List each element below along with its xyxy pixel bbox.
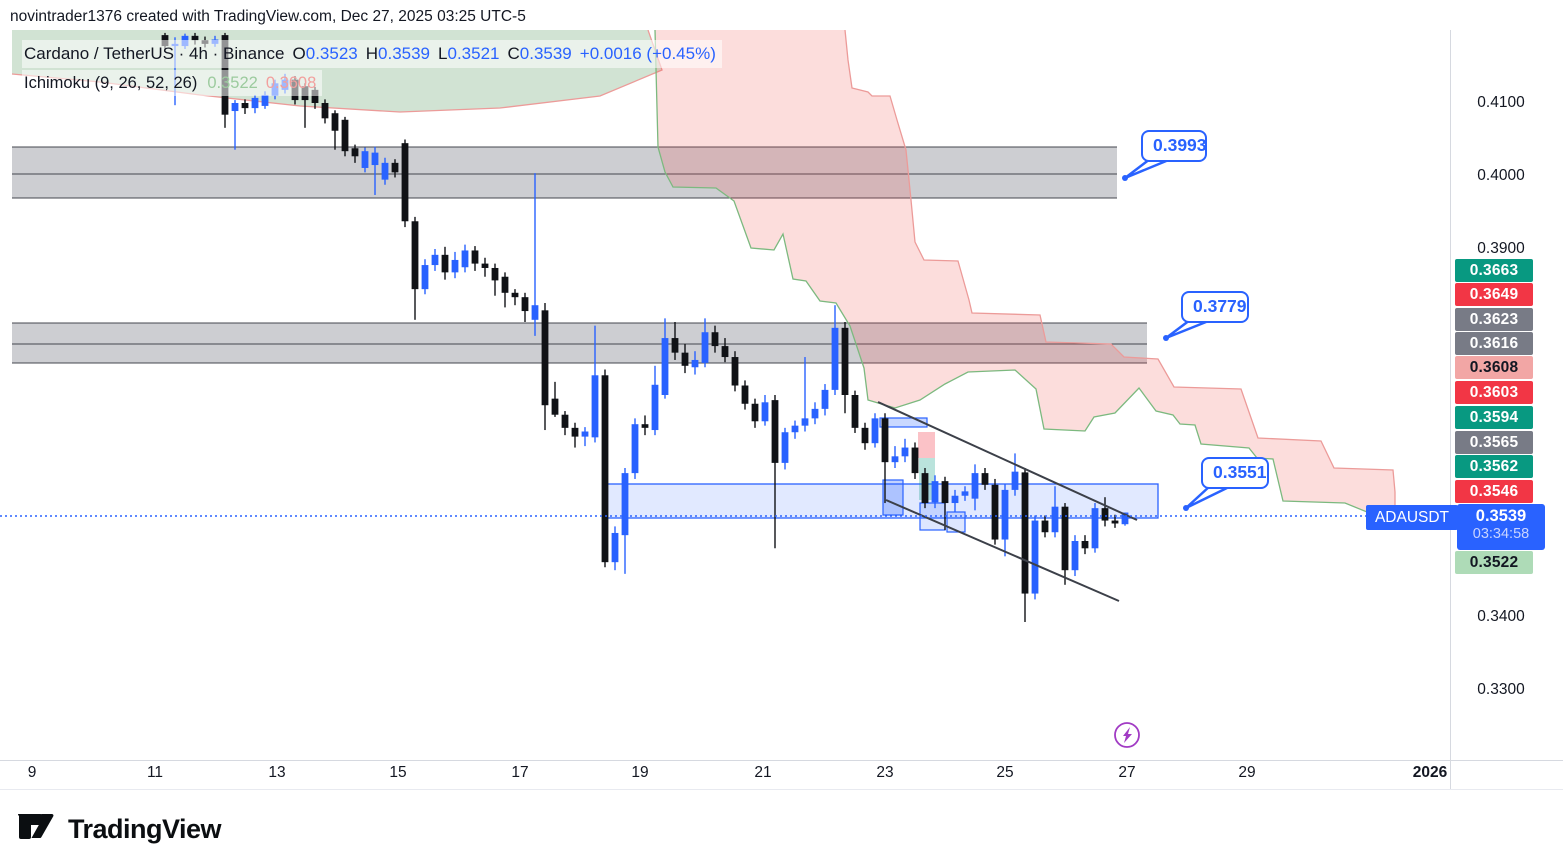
close-label: C — [507, 44, 520, 63]
flash-icon[interactable] — [1114, 722, 1140, 748]
low-label: L — [438, 44, 448, 63]
price-callout[interactable] — [1163, 318, 1213, 341]
time-scale-divider — [0, 760, 1563, 761]
countdown-timer: 03:34:58 — [1472, 526, 1530, 542]
watermark-text: novintrader1376 created with TradingView… — [10, 8, 526, 25]
indicator-price-tag: 0.3616 — [1455, 332, 1533, 355]
time-axis-label: 13 — [268, 764, 286, 781]
open-label: O — [292, 44, 306, 63]
time-axis-label: 9 — [27, 764, 37, 781]
time-axis-label: 27 — [1118, 764, 1136, 781]
price-scale-divider — [1450, 30, 1451, 789]
trend-line[interactable] — [885, 499, 1120, 602]
time-axis-label: 29 — [1238, 764, 1256, 781]
indicator-price-tag: 0.3546 — [1455, 480, 1533, 503]
time-axis-label: 17 — [511, 764, 529, 781]
price-callout-label[interactable]: 0.3779 — [1181, 291, 1249, 323]
ichimoku-legend-row[interactable]: Ichimoku (9, 26, 52, 26) 0.3522 0.3608 — [22, 69, 323, 97]
time-axis-label: 11 — [146, 764, 164, 781]
ichimoku-cloud — [11, 30, 1396, 514]
tradingview-logo[interactable]: TradingView — [14, 812, 222, 846]
chart-legend: Cardano / TetherUS · 4h · Binance O0.352… — [22, 40, 722, 97]
ichimoku-span-b-value: 0.3608 — [265, 73, 317, 92]
price-axis-label: 0.4100 — [1477, 94, 1525, 111]
time-axis-label: 21 — [754, 764, 772, 781]
tradingview-logo-text: TradingView — [68, 813, 222, 844]
price-callout-label[interactable]: 0.3551 — [1201, 457, 1269, 489]
price-scale[interactable]: 0.4100 0.4000 0.3900 0.3400 0.3300 0.3663 0.36… — [1450, 0, 1563, 789]
current-price-value: 0.3539 — [1475, 507, 1527, 525]
price-callout[interactable] — [1122, 157, 1173, 181]
drawing-box[interactable] — [882, 479, 904, 516]
symbol-title: Cardano / TetherUS · 4h · Binance — [24, 44, 285, 63]
current-price-tag: 0.3539 03:34:58 — [1457, 504, 1545, 550]
ichimoku-span-a-value: 0.3522 — [207, 73, 258, 92]
change-value: +0.0016 (+0.45%) — [579, 44, 716, 63]
drawing-box[interactable] — [918, 432, 935, 458]
time-axis-label: 23 — [876, 764, 894, 781]
indicator-price-tag: 0.3603 — [1455, 381, 1533, 404]
supply-zone[interactable] — [12, 322, 1147, 364]
time-axis-label: 25 — [996, 764, 1014, 781]
trend-line[interactable] — [877, 401, 1138, 521]
indicator-price-tag: 0.3623 — [1455, 308, 1533, 331]
price-axis-label: 0.3400 — [1477, 608, 1525, 625]
close-value: 0.3539 — [519, 44, 572, 63]
drawing-box[interactable] — [879, 417, 928, 428]
drawing-box[interactable] — [946, 511, 966, 533]
indicator-price-tag: 0.3608 — [1455, 356, 1533, 379]
indicator-price-tag: 0.3663 — [1455, 259, 1533, 282]
high-value: 0.3539 — [378, 44, 431, 63]
price-axis-label: 0.3300 — [1477, 681, 1525, 698]
time-scale[interactable]: 9 11 13 15 17 19 21 23 25 27 29 2026 — [0, 761, 1563, 789]
indicator-price-tag: 0.3649 — [1455, 283, 1533, 306]
indicator-price-tag: 0.3594 — [1455, 406, 1533, 429]
tradingview-logo-icon — [16, 814, 54, 839]
symbol-legend-row[interactable]: Cardano / TetherUS · 4h · Binance O0.352… — [22, 40, 722, 68]
demand-zone[interactable] — [604, 483, 1159, 519]
symbol-price-tag: ADAUSDT — [1366, 505, 1458, 530]
open-value: 0.3523 — [305, 44, 358, 63]
indicator-price-tag: 0.3522 — [1455, 551, 1533, 574]
supply-zone[interactable] — [12, 146, 1117, 199]
time-axis-label: 19 — [631, 764, 649, 781]
price-axis-label: 0.3900 — [1477, 240, 1525, 257]
low-value: 0.3521 — [447, 44, 500, 63]
price-callout-label[interactable]: 0.3993 — [1141, 130, 1207, 162]
ichimoku-title: Ichimoku (9, 26, 52, 26) — [24, 73, 198, 92]
price-callout[interactable] — [1183, 484, 1233, 511]
high-label: H — [365, 44, 379, 63]
indicator-price-tag: 0.3562 — [1455, 455, 1533, 478]
time-axis-label: 15 — [389, 764, 407, 781]
time-axis-label: 2026 — [1412, 764, 1448, 781]
candles — [161, 32, 1129, 623]
indicator-price-tag: 0.3565 — [1455, 431, 1533, 454]
footer-divider — [0, 789, 1563, 790]
price-axis-label: 0.4000 — [1477, 167, 1525, 184]
